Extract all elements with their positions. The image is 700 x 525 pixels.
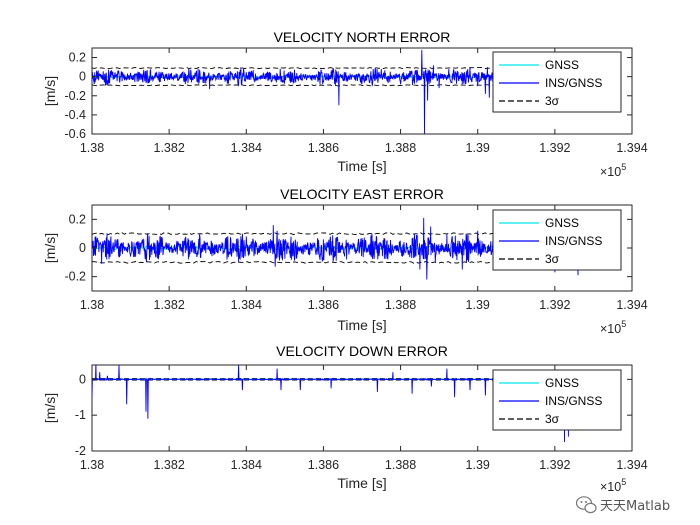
x-axis-label: Time [s] <box>337 158 386 174</box>
legend-label-gnss: GNSS <box>545 216 579 230</box>
y-tick-label: 0 <box>79 241 86 255</box>
sigma-lower-bound <box>92 260 581 264</box>
y-tick-label: 0 <box>79 372 86 386</box>
x-tick-label: 1.394 <box>616 141 647 155</box>
y-axis-ticks: -0.6 -0.4 -0.2 0 0.2 <box>64 51 632 141</box>
chart-title: VELOCITY NORTH ERROR <box>274 29 451 45</box>
wechat-icon <box>575 496 597 514</box>
series-line-ins-gnss <box>92 49 494 134</box>
x-axis-label: Time [s] <box>337 475 386 491</box>
x-tick-label: 1.38 <box>80 298 104 312</box>
legend-label-gnss: GNSS <box>545 58 579 72</box>
sigma-upper-bound <box>92 67 493 70</box>
watermark: 天天Matlab <box>575 496 670 514</box>
legend-label-3sigma: 3σ <box>545 412 560 426</box>
x-tick-label: 1.382 <box>154 298 185 312</box>
legend: GNSS INS/GNSS 3σ <box>492 369 622 431</box>
y-tick-label: 0.2 <box>69 212 86 226</box>
x-tick-label: 1.39 <box>466 141 490 155</box>
legend: GNSS INS/GNSS 3σ <box>492 209 622 271</box>
legend-label-ins-gnss: INS/GNSS <box>545 76 602 90</box>
watermark-text: 天天Matlab <box>600 499 670 514</box>
y-tick-label: -0.2 <box>64 89 86 103</box>
x-tick-label: 1.384 <box>231 458 262 472</box>
x-axis-ticks: 1.38 1.382 1.384 1.386 1.388 1.39 1.392 1.394 <box>80 205 648 312</box>
x-tick-label: 1.384 <box>231 141 262 155</box>
x-tick-label: 1.392 <box>539 298 570 312</box>
x-tick-label: 1.39 <box>466 298 490 312</box>
legend-box <box>492 209 622 271</box>
x-axis-label: Time [s] <box>337 317 386 333</box>
subplot-north: -0.6-0.4-0.200.2 1.38 1.382 1.384 1.386 1.38… <box>42 29 648 179</box>
chart-title: VELOCITY EAST ERROR <box>280 186 444 202</box>
x-tick-label: 1.388 <box>385 298 416 312</box>
legend-box <box>492 369 622 431</box>
traces <box>92 49 494 134</box>
x-exponent: ×105 <box>600 319 626 336</box>
subplot-down: -2-10 1.38 1.382 1.384 1.386 1.388 1.39 1.392 1… <box>42 343 648 494</box>
y-tick-label: -0.6 <box>64 127 86 141</box>
x-exponent: ×105 <box>600 162 626 179</box>
x-tick-label: 1.386 <box>308 458 339 472</box>
x-tick-label: 1.382 <box>154 141 185 155</box>
y-tick-label: 0 <box>79 70 86 84</box>
x-tick-label: 1.386 <box>308 141 339 155</box>
y-tick-label: -0.2 <box>64 270 86 284</box>
x-axis-ticks: 1.38 1.382 1.384 1.386 1.388 1.39 1.392 1.394 <box>80 365 648 472</box>
y-axis-label: [m/s] <box>42 233 58 263</box>
legend-box <box>492 51 622 113</box>
x-axis-ticks: 1.38 1.382 1.384 1.386 1.388 1.39 1.392 1.394 <box>80 48 648 155</box>
legend: GNSS INS/GNSS 3σ <box>492 51 622 113</box>
x-exponent: ×105 <box>600 477 626 494</box>
x-tick-label: 1.394 <box>616 298 647 312</box>
legend-label-3sigma: 3σ <box>545 252 560 266</box>
y-tick-label: -2 <box>75 444 86 458</box>
y-tick-label: -1 <box>75 408 86 422</box>
y-axis-ticks: -0.2 0 0.2 <box>64 212 632 284</box>
x-tick-label: 1.386 <box>308 298 339 312</box>
y-axis-label: [m/s] <box>42 393 58 423</box>
y-tick-label: -0.4 <box>64 108 86 122</box>
x-tick-label: 1.392 <box>539 458 570 472</box>
y-axis-label: [m/s] <box>42 76 58 106</box>
y-tick-label: 0.2 <box>69 51 86 65</box>
x-tick-label: 1.384 <box>231 298 262 312</box>
x-tick-label: 1.39 <box>466 458 490 472</box>
x-tick-label: 1.394 <box>616 458 647 472</box>
y-axis-ticks: -2 -1 0 <box>75 372 632 458</box>
chart-title: VELOCITY DOWN ERROR <box>276 343 448 359</box>
x-tick-label: 1.38 <box>80 458 104 472</box>
x-tick-label: 1.392 <box>539 141 570 155</box>
legend-label-3sigma: 3σ <box>545 94 560 108</box>
legend-label-ins-gnss: INS/GNSS <box>545 394 602 408</box>
x-tick-label: 1.388 <box>385 141 416 155</box>
legend-label-ins-gnss: INS/GNSS <box>545 234 602 248</box>
x-tick-label: 1.38 <box>80 141 104 155</box>
legend-label-gnss: GNSS <box>545 376 579 390</box>
x-tick-label: 1.388 <box>385 458 416 472</box>
subplot-east: -0.200.2 1.38 1.382 1.384 1.386 1.388 1.39 1.3… <box>42 186 648 336</box>
sigma-lower-bound <box>92 84 493 87</box>
x-tick-label: 1.382 <box>154 458 185 472</box>
